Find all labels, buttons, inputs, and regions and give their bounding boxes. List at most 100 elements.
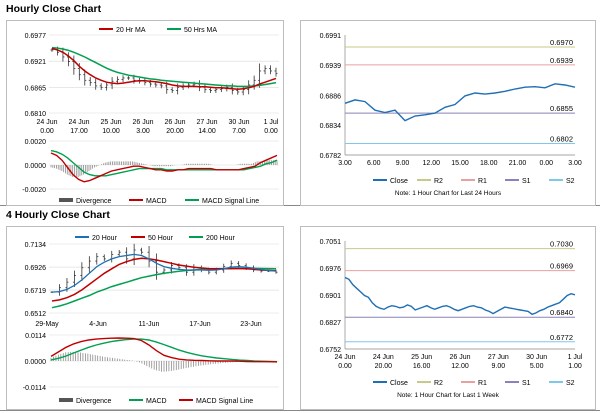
4h-week-xtick-date: 1 Jul bbox=[568, 354, 583, 361]
hourly-price-ytick: 0.6865 bbox=[25, 85, 47, 92]
4h-macd-ytick: 0.0114 bbox=[25, 333, 46, 340]
4h-macd-ytick: 0.0000 bbox=[25, 359, 47, 366]
hourly-24h-level-label-r1: 0.6939 bbox=[550, 56, 573, 65]
4h-week-ytick: 0.6752 bbox=[320, 347, 342, 354]
hourly-24h-ytick: 0.6782 bbox=[320, 153, 342, 160]
4h-price-xtick: 11-Jun bbox=[139, 321, 160, 328]
4h-week-legend-s2-label: S2 bbox=[566, 380, 575, 387]
4h-price-xtick: 4-Jun bbox=[89, 321, 107, 328]
4h-week-xtick-date: 24 Jun bbox=[334, 354, 355, 361]
4h-week-xtick-time: 9.00 bbox=[492, 363, 506, 370]
4h-week-xtick-date: 24 Jun bbox=[373, 354, 394, 361]
4h-legend-divergence-swatch bbox=[59, 398, 73, 402]
hourly-macd-ytick: 0.0020 bbox=[25, 139, 47, 146]
hourly-price-xtick-time: 0.00 bbox=[40, 128, 54, 135]
hourly-macd-ytick: -0.0020 bbox=[22, 187, 46, 194]
hourly-24h-level-label-s1: 0.6855 bbox=[550, 104, 573, 113]
4h-week-xtick-time: 16.00 bbox=[413, 363, 431, 370]
hourly-24h-level-label-s2: 0.6802 bbox=[550, 135, 573, 144]
4h-week-legend-close-label: Close bbox=[390, 380, 408, 387]
hourly-price-xtick-date: 25 Jun bbox=[100, 119, 121, 126]
4h-week-note: Note: 1 Hour Chart for Last 1 Week bbox=[397, 392, 500, 399]
4h-week-xtick-time: 0.00 bbox=[338, 363, 352, 370]
4h-week-xtick-time: 20.00 bbox=[375, 363, 393, 370]
hourly-price-xtick-date: 27 Jun bbox=[196, 119, 217, 126]
4h-macd-macd-line bbox=[50, 337, 278, 363]
hourly-24h-panel: 0.6991 0.6939 0.6886 0.6834 0.6782 0.6970 0.69… bbox=[300, 20, 596, 206]
4h-price-xtick: 17-Jun bbox=[189, 321, 211, 328]
hourly-24h-chart: 0.6991 0.6939 0.6886 0.6834 0.6782 0.6970 0.69… bbox=[320, 33, 582, 197]
4h-price-chart: 20 Hour 50 Hour 200 Hour 0.7134 0.6926 0.6719… bbox=[23, 235, 279, 405]
4h-week-ytick: 0.7051 bbox=[320, 239, 342, 246]
4h-price-ytick: 0.6926 bbox=[25, 265, 47, 272]
hourly-24h-xtick: 15.00 bbox=[451, 160, 469, 167]
4h-week-xtick-time: 5.00 bbox=[530, 363, 544, 370]
hourly-price-ytick: 0.6977 bbox=[25, 33, 47, 40]
hourly-24h-xtick: 12.00 bbox=[422, 160, 440, 167]
hourly-chart-panel: 20 Hr MA 50 Hrs MA 0.6977 0.6921 0.6865 0.681… bbox=[6, 20, 284, 206]
4h-price-xtick: 23-Jun bbox=[240, 321, 262, 328]
hourly-24h-xtick: 21.00 bbox=[509, 160, 527, 167]
hourly-24h-xtick: 3.00 bbox=[338, 160, 352, 167]
4h-price-ytick: 0.6719 bbox=[25, 288, 47, 295]
4h-week-legend-s1-label: S1 bbox=[522, 380, 531, 387]
hourly-24h-legend-r2-label: R2 bbox=[434, 178, 443, 185]
4h-legend-macd-label: MACD bbox=[146, 398, 167, 405]
4h-week-xtick-date: 30 Jun bbox=[526, 354, 547, 361]
hourly-macd-signal-line bbox=[50, 149, 278, 177]
bottom-divider bbox=[0, 410, 600, 411]
4h-price-ytick: 0.6512 bbox=[25, 311, 47, 318]
hourly-24h-close-line bbox=[344, 83, 576, 122]
hourly-price-xtick-date: 30 Jun bbox=[228, 119, 249, 126]
4h-week-chart: 0.7051 0.6976 0.6901 0.6827 0.6752 0.7030 0.69… bbox=[320, 239, 583, 399]
hourly-price-xtick-date: 26 Jun bbox=[164, 119, 185, 126]
4h-week-xtick-date: 26 Jun bbox=[449, 354, 470, 361]
hourly-24h-legend-s2-label: S2 bbox=[566, 178, 575, 185]
4h-macd-signal-line bbox=[50, 338, 278, 363]
4h-macd-ytick: -0.0114 bbox=[23, 385, 46, 392]
hourly-price-xtick-time: 7.00 bbox=[232, 128, 246, 135]
4h-week-level-label-s2: 0.6772 bbox=[550, 333, 573, 342]
4h-week-level-label-r2: 0.7030 bbox=[550, 240, 573, 249]
hourly-price-xtick-time: 0.00 bbox=[264, 128, 278, 135]
hourly-legend-20hr-ma-label: 20 Hr MA bbox=[116, 27, 146, 34]
hourly-price-xtick-time: 3.00 bbox=[136, 128, 150, 135]
4h-week-legend-r2-label: R2 bbox=[434, 380, 443, 387]
hourly-price-ytick: 0.6921 bbox=[25, 59, 47, 66]
hourly-legend-divergence-swatch bbox=[59, 198, 73, 202]
hourly-section-title: Hourly Close Chart bbox=[6, 3, 102, 15]
hourly-price-xtick-time: 10.00 bbox=[102, 128, 120, 135]
hourly-24h-ytick: 0.6834 bbox=[320, 123, 342, 130]
4h-price-xtick: 29-May bbox=[35, 321, 59, 328]
4h-chart-panel: 20 Hour 50 Hour 200 Hour 0.7134 0.6926 0.6719… bbox=[6, 226, 284, 410]
4h-week-xtick-date: 27 Jun bbox=[488, 354, 509, 361]
hourly-24h-level-label-r2: 0.6970 bbox=[550, 38, 573, 47]
4h-week-legend-r1-label: R1 bbox=[478, 380, 487, 387]
hourly-24h-ytick: 0.6939 bbox=[320, 63, 342, 70]
4h-week-ytick: 0.6976 bbox=[320, 266, 342, 273]
hourly-24h-ytick: 0.6886 bbox=[320, 93, 342, 100]
4h-week-xtick-date: 25 Jun bbox=[411, 354, 432, 361]
hourly-price-xtick-date: 24 Jun bbox=[68, 119, 89, 126]
hourly-macd-macd-line bbox=[50, 152, 278, 183]
hourly-legend-divergence-label: Divergence bbox=[76, 198, 112, 205]
hourly-legend-50hr-ma-label: 50 Hrs MA bbox=[184, 27, 217, 34]
hourly-24h-legend-close-label: Close bbox=[390, 178, 408, 185]
hourly-price-ytick: 0.6810 bbox=[25, 111, 47, 118]
4h-week-ytick: 0.6901 bbox=[320, 293, 342, 300]
4h-week-level-label-r1: 0.6969 bbox=[550, 262, 573, 271]
hourly-price-xtick-date: 1 Jul bbox=[264, 119, 279, 126]
4h-legend-divergence-label: Divergence bbox=[76, 398, 112, 405]
4h-price-ytick: 0.7134 bbox=[25, 242, 47, 249]
hourly-price-xtick-time: 20.00 bbox=[166, 128, 184, 135]
hourly-price-xtick-date: 26 Jun bbox=[132, 119, 153, 126]
4h-week-close-line bbox=[344, 276, 576, 316]
hourly-macd-ytick: 0.0000 bbox=[25, 163, 47, 170]
hourly-price-xtick-time: 17.00 bbox=[70, 128, 88, 135]
4h-week-ytick: 0.6827 bbox=[320, 320, 342, 327]
4h-20hour-line bbox=[51, 253, 277, 293]
hourly-24h-xtick: 6.00 bbox=[367, 160, 381, 167]
hourly-legend-macd-label: MACD bbox=[146, 198, 167, 205]
4h-legend-50hour-label: 50 Hour bbox=[148, 235, 174, 242]
hourly-24h-xtick: 3.00 bbox=[568, 160, 582, 167]
